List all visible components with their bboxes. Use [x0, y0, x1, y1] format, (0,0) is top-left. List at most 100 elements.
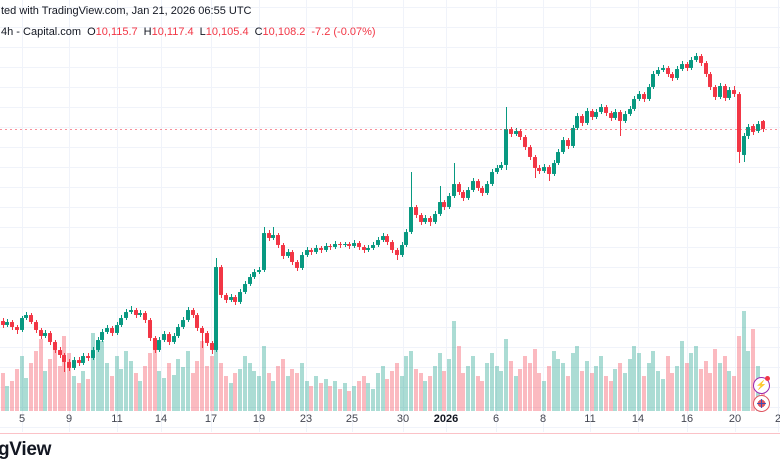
volume-bar [698, 369, 703, 411]
candle-body [637, 94, 641, 99]
candle-body [508, 129, 513, 134]
vertical-gridline [22, 0, 23, 432]
volume-bar [679, 341, 684, 411]
tradingview-logo-text[interactable]: gView [0, 439, 52, 460]
candle-body [223, 295, 228, 300]
candle-body [299, 255, 304, 268]
candle-body [390, 242, 394, 250]
candle-body [114, 325, 119, 333]
volume-bar [480, 381, 485, 411]
candle-body [575, 116, 580, 128]
volume-bar [375, 373, 380, 411]
candle-body [523, 137, 527, 147]
horizontal-gridline [0, 187, 780, 188]
candle-body [276, 235, 280, 245]
horizontal-gridline [0, 67, 780, 68]
x-axis-label: 20 [728, 413, 742, 425]
candle-wick [439, 186, 441, 216]
candle-body [200, 328, 204, 333]
candle-wick [453, 163, 455, 198]
horizontal-gridline [0, 387, 780, 388]
candle-body [689, 60, 694, 68]
candle-body [309, 250, 314, 252]
volume-bar [185, 351, 190, 411]
volume-bar [489, 353, 494, 411]
candle-body [447, 196, 451, 207]
volume-bar [214, 336, 219, 411]
volume-bar [641, 376, 646, 411]
candle-body [356, 243, 361, 247]
volume-bar [314, 376, 318, 411]
spark-widget-button[interactable]: ⚡ [753, 376, 770, 394]
volume-bar [594, 366, 599, 411]
volume-bar [551, 351, 556, 411]
volume-bar [432, 366, 437, 411]
volume-bar [746, 351, 751, 411]
candle-body [62, 355, 67, 362]
volume-bar [29, 363, 33, 411]
volume-bar [71, 376, 76, 411]
volume-bar [337, 389, 342, 411]
vertical-gridline [543, 0, 544, 432]
last-price-line [0, 129, 780, 130]
candle-body [684, 64, 689, 68]
candle-body [451, 184, 456, 196]
candle-body [432, 214, 437, 222]
candle-body [86, 356, 90, 358]
volume-bar [333, 381, 337, 411]
volume-bar [423, 381, 428, 411]
volume-bar [157, 371, 162, 411]
x-axis-label: 5 [18, 413, 26, 425]
candle-body [489, 172, 494, 184]
horizontal-gridline [0, 87, 780, 88]
candle-body [5, 322, 10, 325]
candle-body [24, 315, 29, 318]
horizontal-gridline [0, 127, 780, 128]
volume-bar [703, 361, 708, 411]
candle-body [618, 112, 622, 121]
x-axis-label: 25 [345, 413, 359, 425]
volume-bar [717, 363, 722, 411]
candle-body [176, 327, 181, 336]
volume-bar [456, 346, 461, 411]
volume-bar [366, 383, 371, 411]
volume-bar [665, 356, 670, 411]
candle-body [67, 362, 71, 368]
candle-body [314, 248, 318, 252]
volume-bar [675, 366, 679, 411]
volume-bar [499, 371, 504, 411]
candle-body [333, 244, 337, 247]
volume-bar [290, 369, 295, 411]
vertical-gridline [306, 0, 307, 432]
x-axis-label: 11 [111, 413, 123, 425]
x-axis-label: 16 [680, 413, 694, 425]
vertical-gridline [687, 0, 688, 432]
volume-bar [285, 376, 290, 411]
volume-bar [380, 366, 385, 411]
volume-bar [575, 346, 580, 411]
candle-body [147, 320, 152, 338]
vertical-gridline [638, 0, 639, 432]
candle-wick [620, 110, 621, 136]
horizontal-gridline [0, 27, 780, 28]
volume-bar [570, 353, 575, 411]
candle-body [475, 181, 480, 188]
horizontal-gridline [0, 107, 780, 108]
x-axis-label: 6 [492, 413, 500, 425]
x-axis-label: 8 [539, 413, 547, 425]
volume-bar [461, 373, 466, 411]
candle-body [190, 310, 195, 315]
candle-body [380, 236, 385, 240]
volume-bar [219, 363, 223, 411]
grid-widget-button[interactable] [753, 395, 770, 412]
volume-bar [276, 366, 280, 411]
volume-bar [580, 371, 584, 411]
volume-bar [190, 373, 195, 411]
horizontal-gridline [0, 227, 780, 228]
candle-body [442, 202, 447, 207]
volume-bar [599, 356, 603, 411]
x-axis-label: 14 [154, 413, 168, 425]
candle-body [14, 327, 19, 330]
volume-bar [390, 371, 394, 411]
